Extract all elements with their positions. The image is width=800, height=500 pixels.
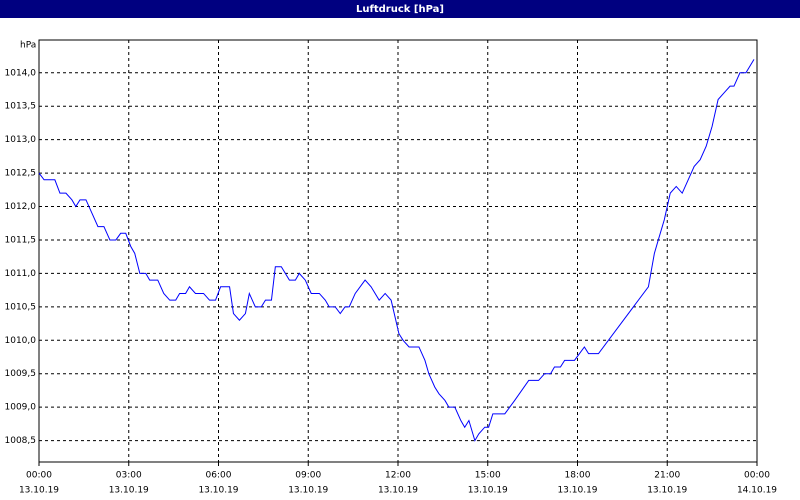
- x-tick-label: 15:00: [475, 471, 501, 481]
- x-tick-date: 13.10.19: [198, 486, 238, 496]
- y-tick-label: 1011,5: [5, 235, 37, 245]
- y-tick-label: 1013,5: [5, 102, 37, 112]
- y-tick-label: 1009,5: [5, 369, 37, 379]
- x-tick-label: 18:00: [565, 471, 591, 481]
- x-tick-date: 13.10.19: [557, 486, 597, 496]
- x-tick-date: 13.10.19: [19, 486, 59, 496]
- x-tick-label: 21:00: [654, 471, 680, 481]
- plot-frame: [38, 39, 758, 463]
- title-bar: [0, 0, 800, 18]
- x-tick-label: 06:00: [206, 471, 232, 481]
- x-tick-label: 00:00: [26, 471, 52, 481]
- y-tick-label: 1013,0: [5, 135, 37, 145]
- y-tick-label: 1008,5: [5, 436, 37, 446]
- x-tick-date: 13.10.19: [109, 486, 149, 496]
- line: [38, 59, 755, 442]
- x-tick-label: 12:00: [385, 471, 411, 481]
- chart-title: Luftdruck [hPa]: [356, 4, 444, 15]
- x-tick-label: 09:00: [295, 471, 321, 481]
- x-tick-date: 13.10.19: [647, 486, 687, 496]
- y-tick-label: 1009,0: [5, 403, 37, 413]
- y-tick-label: 1010,0: [5, 336, 37, 346]
- y-unit: hPa: [20, 41, 36, 51]
- x-tick-date: 13.10.19: [378, 486, 418, 496]
- x-tick-date: 14.10.19: [737, 486, 777, 496]
- y-tick-label: 1010,5: [5, 302, 37, 312]
- x-tick-label: 03:00: [116, 471, 142, 481]
- x-tick-label: 00:00: [744, 471, 770, 481]
- x-tick-date: 13.10.19: [288, 486, 328, 496]
- y-tick-label: 1014,0: [5, 68, 37, 78]
- y-tick-label: 1012,0: [5, 202, 37, 212]
- x-tick-date: 13.10.19: [468, 486, 508, 496]
- y-tick-label: 1011,0: [5, 269, 37, 279]
- y-tick-label: 1012,5: [5, 169, 37, 179]
